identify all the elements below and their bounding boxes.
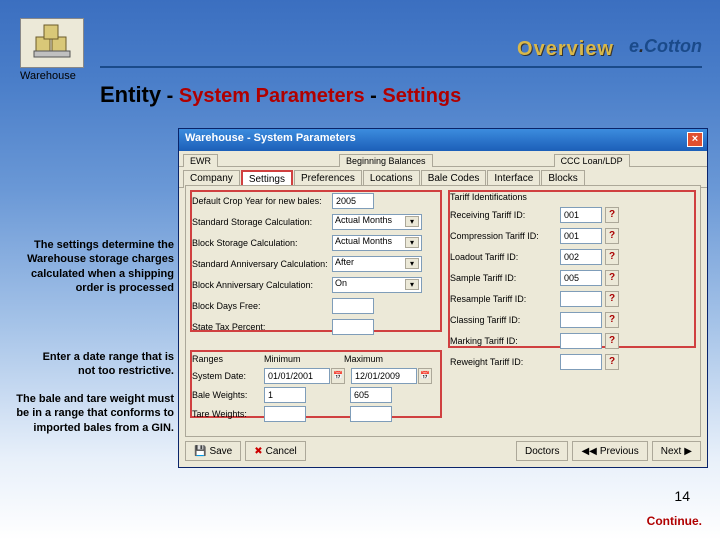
row-statetax: State Tax Percent: [192,318,444,336]
row-blockdays: Block Days Free: [192,297,444,315]
range-row-bale: Bale Weights: [192,387,442,403]
settings-panel: Default Crop Year for new bales: Standar… [185,185,701,437]
receiving-tariff-input[interactable] [560,207,602,223]
prev-icon: ◀◀ [581,446,596,457]
overview-title: Overview [517,38,614,61]
bale-min-input[interactable] [264,387,306,403]
ranges-header: Ranges Minimum Maximum [192,354,442,364]
range-row-tare: Tare Weights: [192,406,442,422]
ecotton-logo: e.Cotton [629,36,702,57]
row-blockstorage: Block Storage Calculation: Actual Months [192,234,444,252]
lookup-icon[interactable]: ? [605,207,619,223]
lookup-icon[interactable]: ? [605,291,619,307]
calendar-icon[interactable]: 📅 [331,368,345,384]
block-storage-select[interactable]: Actual Months [332,235,422,251]
classing-tariff-input[interactable] [560,312,602,328]
reweight-tariff-input[interactable] [560,354,602,370]
range-row-sysdate: System Date: 📅 📅 [192,368,442,384]
state-tax-input[interactable] [332,319,374,335]
marking-tariff-input[interactable] [560,333,602,349]
tab-cccloan[interactable]: CCC Loan/LDP [554,154,630,167]
header-rule [100,66,702,68]
lookup-icon[interactable]: ? [605,333,619,349]
lookup-icon[interactable]: ? [605,228,619,244]
row-blockanniv: Block Anniversary Calculation: On [192,276,444,294]
tab-begbal[interactable]: Beginning Balances [339,154,433,167]
save-button[interactable]: 💾Save [185,441,241,461]
calendar-icon[interactable]: 📅 [418,368,432,384]
breadcrumb: Entity - System Parameters - Settings [100,82,461,108]
lookup-icon[interactable]: ? [605,270,619,286]
tariff-group-label: Tariff Identifications [450,192,698,202]
sysdate-min-input[interactable] [264,368,330,384]
sample-tariff-input[interactable] [560,270,602,286]
window-titlebar: Warehouse - System Parameters × [179,129,707,151]
close-icon[interactable]: × [687,132,703,147]
resample-tariff-input[interactable] [560,291,602,307]
next-button[interactable]: Next▶ [652,441,701,461]
lookup-icon[interactable]: ? [605,354,619,370]
page-number: 14 [674,488,690,504]
bale-max-input[interactable] [350,387,392,403]
right-column: Tariff Identifications Receiving Tariff … [450,192,698,374]
continue-link[interactable]: Continue. [647,514,702,528]
row-stdanniv: Standard Anniversary Calculation: After [192,255,444,273]
warehouse-icon [20,18,84,68]
callout-weights: The bale and tare weight must be in a ra… [4,392,174,435]
block-days-input[interactable] [332,298,374,314]
crop-year-input[interactable] [332,193,374,209]
lookup-icon[interactable]: ? [605,249,619,265]
cancel-icon: ✖ [254,446,262,457]
compression-tariff-input[interactable] [560,228,602,244]
button-bar: 💾Save ✖Cancel Doctors ◀◀Previous Next▶ [185,441,701,463]
block-anniv-select[interactable]: On [332,277,422,293]
warehouse-label: Warehouse [20,70,76,82]
lookup-icon[interactable]: ? [605,312,619,328]
left-column: Default Crop Year for new bales: Standar… [192,192,444,339]
row-stdstorage: Standard Storage Calculation: Actual Mon… [192,213,444,231]
window-title: Warehouse - System Parameters [185,132,356,144]
ranges-group: Ranges Minimum Maximum System Date: 📅 📅 … [192,354,442,425]
tab-row-upper: EWR Beginning Balances CCC Loan/LDP [179,153,707,167]
system-parameters-window: Warehouse - System Parameters × EWR Begi… [178,128,708,468]
loadout-tariff-input[interactable] [560,249,602,265]
disk-icon: 💾 [194,446,206,457]
tare-max-input[interactable] [350,406,392,422]
next-icon: ▶ [684,446,692,457]
row-cropyear: Default Crop Year for new bales: [192,192,444,210]
tare-min-input[interactable] [264,406,306,422]
std-storage-select[interactable]: Actual Months [332,214,422,230]
tab-ewr[interactable]: EWR [183,154,218,167]
doctors-button[interactable]: Doctors [516,441,568,461]
previous-button[interactable]: ◀◀Previous [572,441,647,461]
sysdate-max-input[interactable] [351,368,417,384]
cancel-button[interactable]: ✖Cancel [245,441,306,461]
std-anniv-select[interactable]: After [332,256,422,272]
callout-daterange: Enter a date range that is not too restr… [24,350,174,379]
callout-settings: The settings determine the Warehouse sto… [4,238,174,295]
